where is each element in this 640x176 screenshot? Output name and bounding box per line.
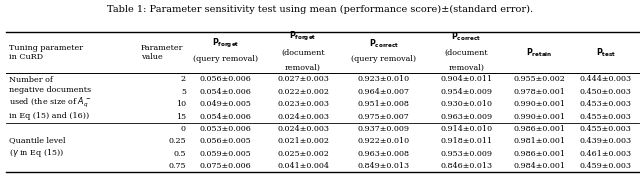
Text: 0.923±0.010: 0.923±0.010 xyxy=(358,76,410,83)
Text: 0.024±0.003: 0.024±0.003 xyxy=(277,113,329,121)
Text: 0.455±0.003: 0.455±0.003 xyxy=(580,113,632,121)
Text: 0.5: 0.5 xyxy=(173,150,186,158)
Text: Table 1: Parameter sensitivity test using mean (performance score)±(standard err: Table 1: Parameter sensitivity test usin… xyxy=(107,5,533,14)
Text: $\mathbf{P}_{\mathbf{test}}$: $\mathbf{P}_{\mathbf{test}}$ xyxy=(596,46,616,59)
Text: 0.986±0.001: 0.986±0.001 xyxy=(514,150,566,158)
Text: Tuning parameter
in CuRD: Tuning parameter in CuRD xyxy=(9,44,83,61)
Text: $\mathbf{P}_{\mathbf{forget}}$: $\mathbf{P}_{\mathbf{forget}}$ xyxy=(212,37,239,50)
Text: 0.461±0.003: 0.461±0.003 xyxy=(580,150,632,158)
Text: 0.439±0.003: 0.439±0.003 xyxy=(580,137,632,145)
Text: (document: (document xyxy=(444,48,488,56)
Text: 0.990±0.001: 0.990±0.001 xyxy=(514,100,566,108)
Text: 0.455±0.003: 0.455±0.003 xyxy=(580,125,632,133)
Text: 0.922±0.010: 0.922±0.010 xyxy=(358,137,410,145)
Text: 0.964±0.007: 0.964±0.007 xyxy=(358,88,410,96)
Text: 0.024±0.003: 0.024±0.003 xyxy=(277,125,329,133)
Text: 0.937±0.009: 0.937±0.009 xyxy=(358,125,410,133)
Text: Number of
negative documents
used (the size of $A_q^-$
in Eq (15) and (16)): Number of negative documents used (the s… xyxy=(9,76,92,120)
Text: 0.049±0.005: 0.049±0.005 xyxy=(200,100,252,108)
Text: 0.904±0.011: 0.904±0.011 xyxy=(440,76,492,83)
Text: $\mathbf{P}_{\mathbf{correct}}$: $\mathbf{P}_{\mathbf{correct}}$ xyxy=(369,37,399,50)
Text: $\mathbf{P}_{\mathbf{forget}}$: $\mathbf{P}_{\mathbf{forget}}$ xyxy=(289,30,317,43)
Text: 5: 5 xyxy=(181,88,186,96)
Text: 0.75: 0.75 xyxy=(168,162,186,170)
Text: removal): removal) xyxy=(285,64,321,72)
Text: 0.918±0.011: 0.918±0.011 xyxy=(440,137,492,145)
Text: 0.450±0.003: 0.450±0.003 xyxy=(580,88,632,96)
Text: 0.021±0.002: 0.021±0.002 xyxy=(277,137,329,145)
Text: 0: 0 xyxy=(181,125,186,133)
Text: 0.075±0.006: 0.075±0.006 xyxy=(200,162,252,170)
Text: 0.954±0.009: 0.954±0.009 xyxy=(440,88,492,96)
Text: 0.056±0.005: 0.056±0.005 xyxy=(200,137,252,145)
Text: 0.963±0.009: 0.963±0.009 xyxy=(440,113,492,121)
Text: 0.025±0.002: 0.025±0.002 xyxy=(277,150,329,158)
Text: removal): removal) xyxy=(448,64,484,72)
Text: 0.990±0.001: 0.990±0.001 xyxy=(514,113,566,121)
Text: 0.978±0.001: 0.978±0.001 xyxy=(514,88,566,96)
Text: 0.984±0.001: 0.984±0.001 xyxy=(514,162,566,170)
Text: 0.846±0.013: 0.846±0.013 xyxy=(440,162,492,170)
Text: 0.053±0.006: 0.053±0.006 xyxy=(200,125,252,133)
Text: 0.963±0.008: 0.963±0.008 xyxy=(358,150,410,158)
Text: 0.951±0.008: 0.951±0.008 xyxy=(358,100,410,108)
Text: 0.054±0.006: 0.054±0.006 xyxy=(200,88,252,96)
Text: Quantile level
($\gamma$ in Eq (15)): Quantile level ($\gamma$ in Eq (15)) xyxy=(9,136,65,159)
Text: 0.059±0.005: 0.059±0.005 xyxy=(200,150,252,158)
Text: Parameter
value: Parameter value xyxy=(141,44,183,61)
Text: 0.453±0.003: 0.453±0.003 xyxy=(580,100,632,108)
Text: 0.930±0.010: 0.930±0.010 xyxy=(440,100,492,108)
Text: 0.955±0.002: 0.955±0.002 xyxy=(514,76,566,83)
Text: 0.986±0.001: 0.986±0.001 xyxy=(514,125,566,133)
Text: 0.25: 0.25 xyxy=(168,137,186,145)
Text: 0.459±0.003: 0.459±0.003 xyxy=(580,162,632,170)
Text: 0.953±0.009: 0.953±0.009 xyxy=(440,150,492,158)
Text: 10: 10 xyxy=(176,100,186,108)
Text: $\mathbf{P}_{\mathbf{retain}}$: $\mathbf{P}_{\mathbf{retain}}$ xyxy=(527,46,553,59)
Text: 0.041±0.004: 0.041±0.004 xyxy=(277,162,329,170)
Text: 0.022±0.002: 0.022±0.002 xyxy=(277,88,329,96)
Text: 0.981±0.001: 0.981±0.001 xyxy=(514,137,566,145)
Text: 0.056±0.006: 0.056±0.006 xyxy=(200,76,252,83)
Text: 0.023±0.003: 0.023±0.003 xyxy=(277,100,329,108)
Text: 0.444±0.003: 0.444±0.003 xyxy=(580,76,632,83)
Text: (query removal): (query removal) xyxy=(193,55,259,64)
Text: 0.054±0.006: 0.054±0.006 xyxy=(200,113,252,121)
Text: 2: 2 xyxy=(180,76,186,83)
Text: (query removal): (query removal) xyxy=(351,55,416,64)
Text: (document: (document xyxy=(281,48,325,56)
Text: 0.849±0.013: 0.849±0.013 xyxy=(358,162,410,170)
Text: 0.975±0.007: 0.975±0.007 xyxy=(358,113,410,121)
Text: $\mathbf{P}_{\mathbf{correct}}$: $\mathbf{P}_{\mathbf{correct}}$ xyxy=(451,30,481,43)
Text: 15: 15 xyxy=(176,113,186,121)
Text: 0.914±0.010: 0.914±0.010 xyxy=(440,125,492,133)
Text: 0.027±0.003: 0.027±0.003 xyxy=(277,76,329,83)
